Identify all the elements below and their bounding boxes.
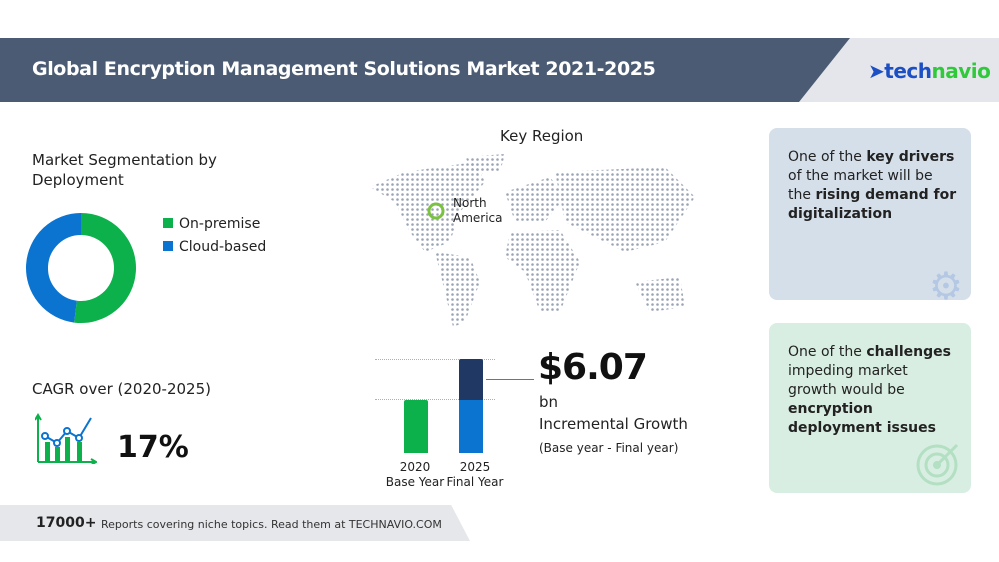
legend-item-on-premise: On-premise	[163, 213, 266, 236]
bar-2025-base	[459, 400, 483, 453]
footer-text: Reports covering niche topics. Read them…	[101, 518, 442, 531]
gears-icon: ⚙	[928, 264, 963, 308]
donut-chart	[26, 213, 136, 323]
gridline	[375, 359, 495, 360]
donut-slice-on-premise	[74, 213, 136, 323]
key-region-title: Key Region	[500, 127, 584, 145]
cagr-label: CAGR over (2020-2025)	[32, 380, 211, 398]
growth-label: Incremental Growth	[539, 415, 688, 433]
growth-unit: bn	[539, 393, 559, 411]
cagr-value: 17%	[117, 430, 189, 465]
footer-band	[0, 505, 470, 541]
donut-slice-cloud-based	[26, 213, 82, 323]
technavio-logo: ➤technavio	[868, 59, 991, 83]
challenges-card: One of the challenges impeding market gr…	[769, 323, 971, 493]
bar-label-2025: 2025 Final Year	[446, 460, 504, 489]
bar-2025-increment	[459, 359, 483, 400]
page-title: Global Encryption Management Solutions M…	[32, 58, 656, 80]
growth-chart-icon	[35, 413, 97, 464]
footer-count: 17000+	[36, 515, 97, 531]
donut-legend: On-premise Cloud-based	[163, 213, 266, 259]
growth-sub: (Base year - Final year)	[539, 441, 679, 455]
target-icon	[916, 443, 959, 486]
segmentation-title: Market Segmentation by Deployment	[32, 151, 217, 189]
world-map	[370, 154, 695, 327]
logo-arrow-icon: ➤	[868, 59, 885, 83]
arrow-line	[486, 379, 534, 380]
drivers-card: One of the key drivers of the market wil…	[769, 128, 971, 308]
region-label: North America	[453, 196, 503, 225]
gridline	[375, 399, 495, 400]
legend-item-cloud-based: Cloud-based	[163, 236, 266, 259]
bar-2020	[404, 400, 428, 453]
growth-value: $6.07	[538, 347, 648, 388]
header-title-band	[0, 38, 850, 102]
bar-label-2020: 2020 Base Year	[385, 460, 445, 489]
